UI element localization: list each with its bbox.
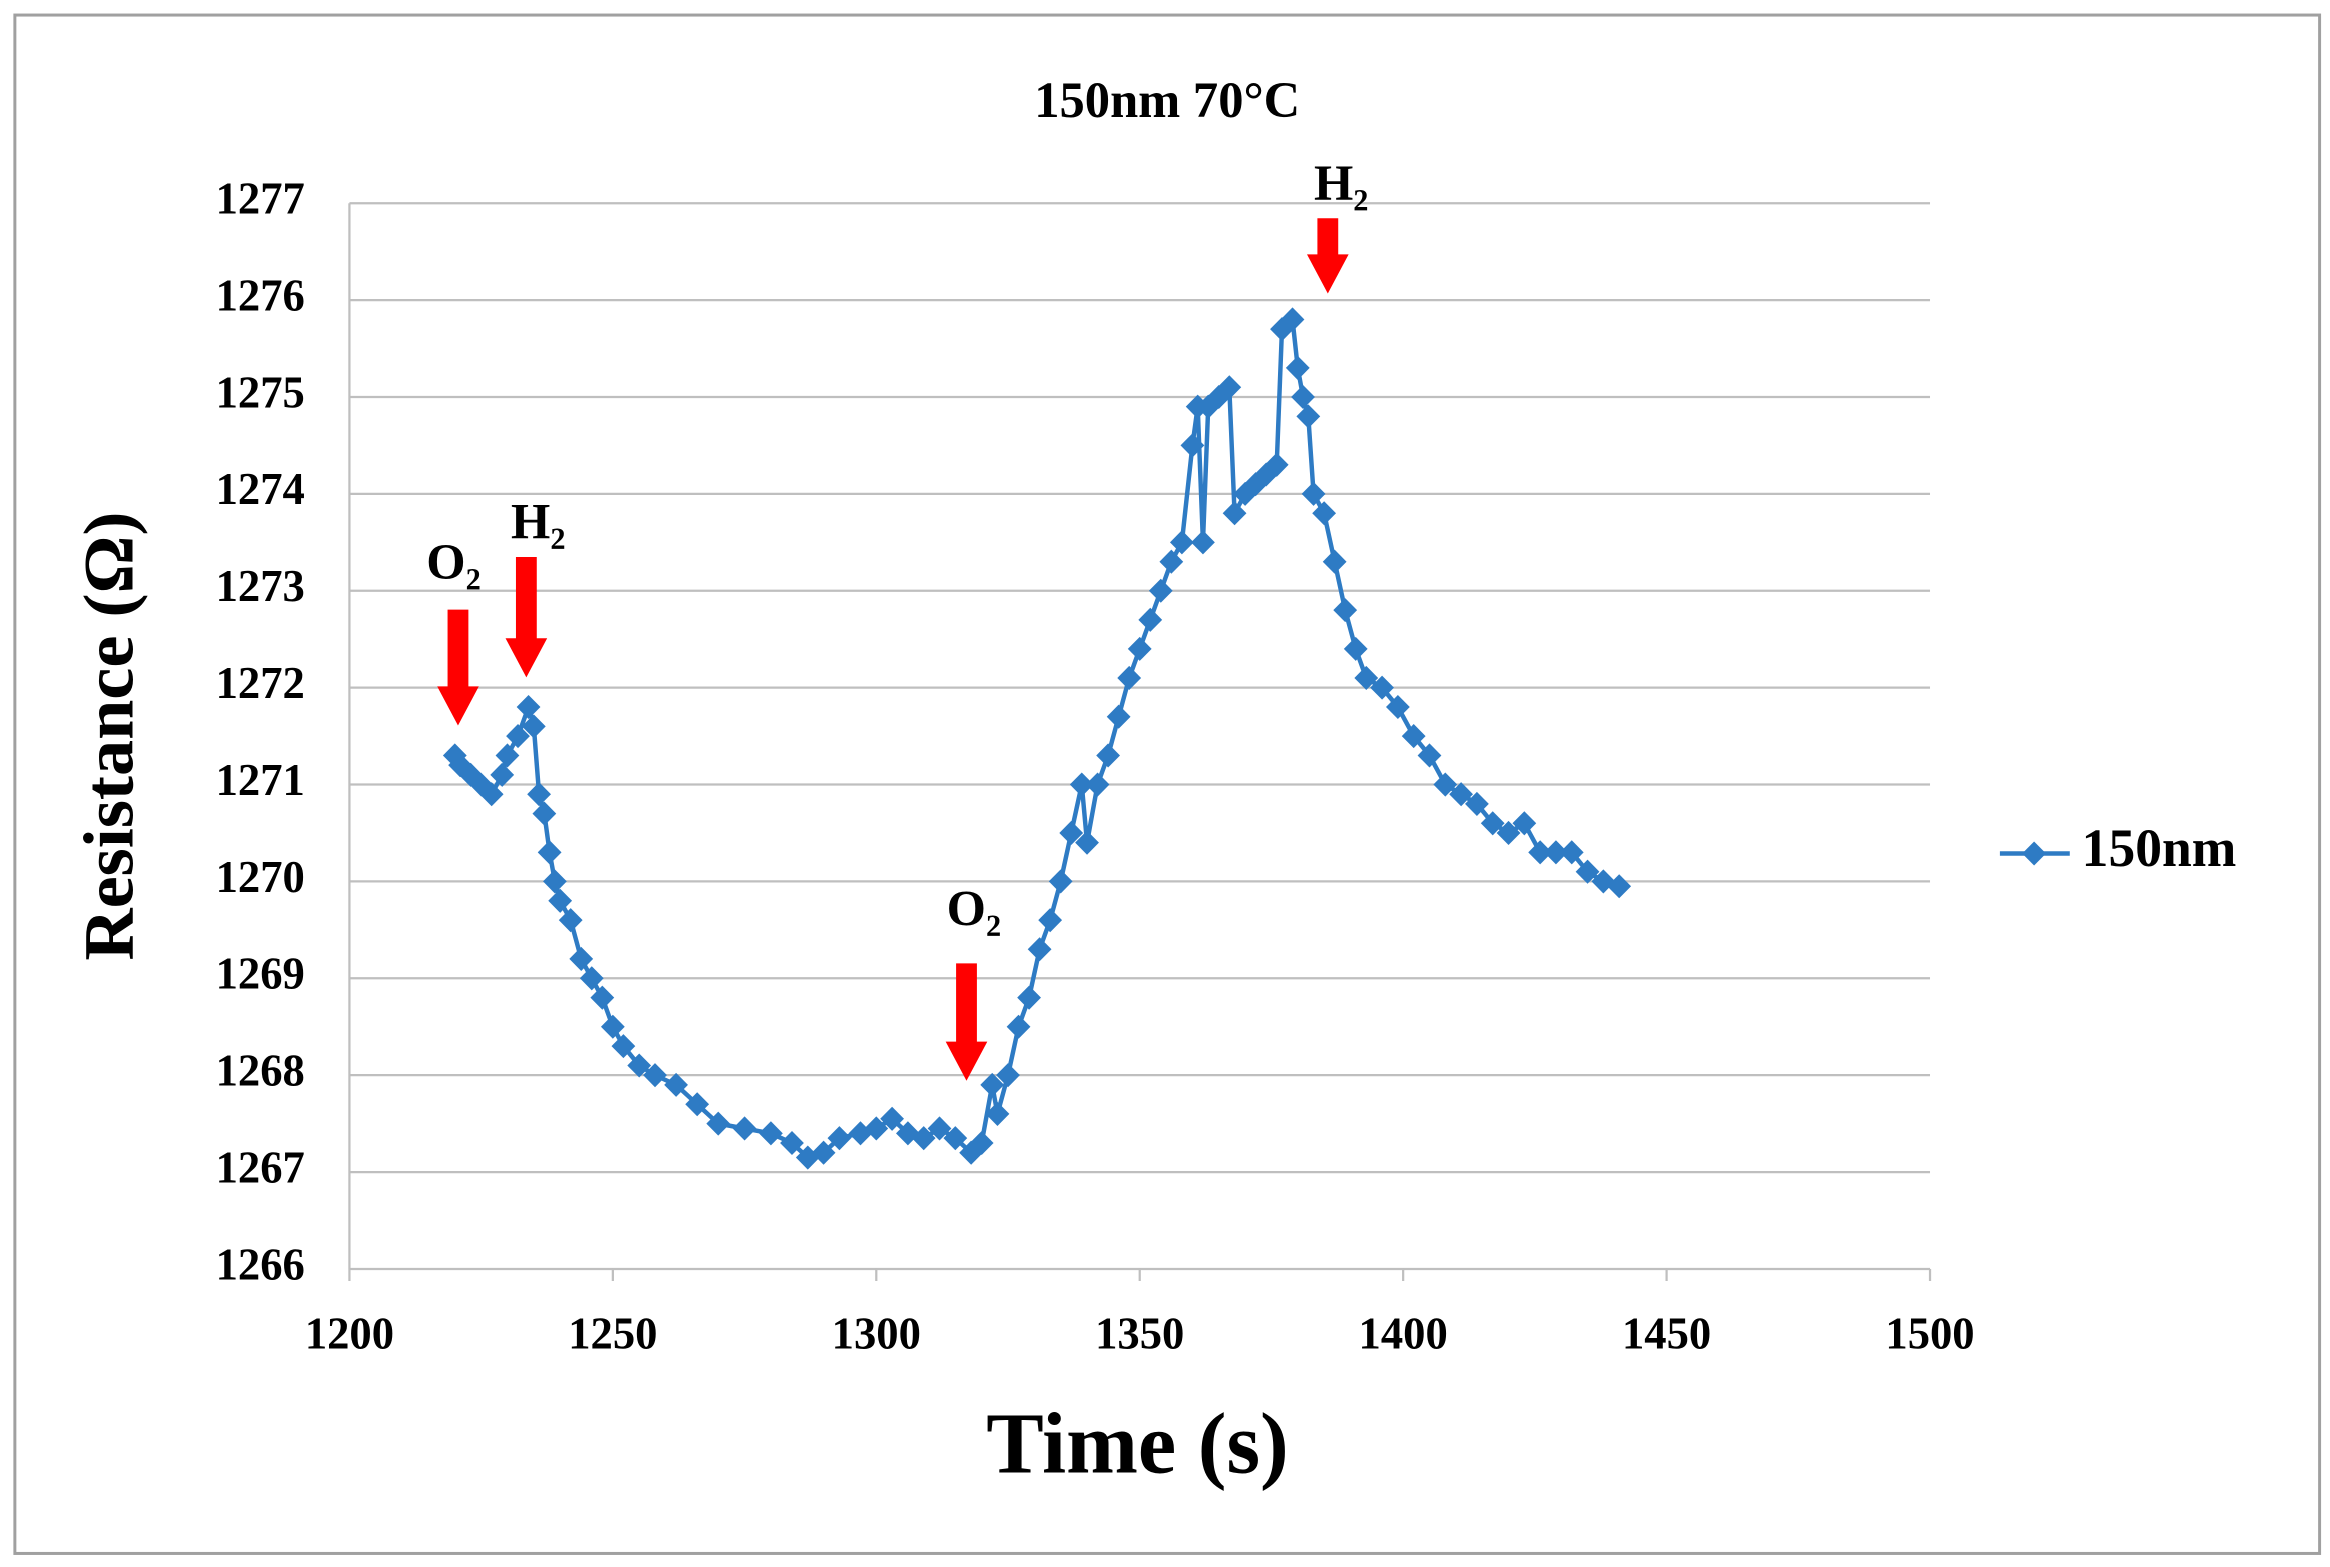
data-point: [1465, 791, 1489, 816]
x-tick-label: 1200: [305, 1308, 394, 1358]
data-point: [1607, 874, 1632, 899]
data-point: [590, 985, 615, 1010]
y-tick-label: 1273: [216, 561, 305, 611]
y-tick-label: 1277: [216, 173, 305, 223]
x-tick-label: 1350: [1095, 1308, 1184, 1358]
data-point: [880, 1106, 904, 1131]
data-point: [664, 1072, 688, 1097]
data-point: [532, 801, 557, 826]
annotation-arrow: [945, 963, 988, 1081]
data-point: [759, 1121, 783, 1146]
annotation-arrow: [1307, 218, 1349, 294]
x-tick-label: 1400: [1359, 1308, 1448, 1358]
data-point: [600, 1014, 625, 1039]
data-point: [1048, 869, 1073, 894]
data-point: [495, 743, 520, 768]
data-point: [996, 1063, 1020, 1088]
annotation-arrow: [437, 609, 479, 726]
data-point: [1496, 820, 1521, 846]
y-tick-label: 1266: [216, 1239, 305, 1289]
data-point: [1417, 743, 1442, 768]
y-tick-label: 1274: [216, 464, 305, 514]
y-tick-label: 1269: [216, 948, 305, 998]
annotation-arrow: [505, 556, 548, 678]
data-point: [579, 966, 604, 991]
data-point: [980, 1072, 1005, 1097]
y-tick-label: 1272: [216, 658, 305, 708]
data-point: [706, 1111, 731, 1136]
x-tick-label: 1250: [568, 1308, 657, 1358]
data-point: [558, 908, 583, 933]
data-point: [1069, 772, 1094, 797]
y-axis-label: Resistance (Ω): [69, 512, 149, 961]
data-point: [611, 1034, 636, 1059]
data-point: [442, 743, 467, 768]
data-point: [1159, 549, 1184, 574]
y-tick-label: 1270: [216, 852, 305, 902]
y-tick-label: 1267: [216, 1142, 305, 1192]
legend-label: 150nm: [2082, 818, 2237, 878]
data-point: [1544, 840, 1568, 865]
data-point: [516, 694, 541, 720]
data-point: [1117, 665, 1142, 690]
x-axis-label: Time (s): [986, 1395, 1289, 1492]
x-tick-label: 1500: [1885, 1308, 1974, 1358]
y-tick-label: 1271: [216, 755, 305, 805]
y-tick-label: 1275: [216, 367, 305, 417]
data-point: [537, 840, 562, 865]
chart-title: 150nm 70°C: [1034, 73, 1300, 129]
annotation: O₂: [426, 535, 480, 591]
data-point: [827, 1126, 852, 1151]
data-point: [1296, 404, 1321, 429]
data-point: [479, 782, 504, 807]
y-tick-label: 1268: [216, 1045, 305, 1095]
data-point: [943, 1126, 968, 1151]
data-point: [1096, 743, 1121, 768]
data-point: [1038, 908, 1063, 933]
data-point: [1222, 501, 1247, 526]
x-tick-label: 1450: [1622, 1308, 1711, 1358]
data-point: [911, 1126, 936, 1151]
data-point: [543, 869, 567, 894]
data-point: [1575, 859, 1600, 884]
legend-marker: [2022, 841, 2046, 866]
data-point: [569, 946, 594, 971]
annotation: O₂: [947, 881, 1001, 937]
data-point: [643, 1063, 667, 1088]
data-point: [1191, 530, 1215, 555]
y-tick-label: 1276: [216, 270, 305, 320]
annotation: H₂: [511, 494, 565, 550]
data-point: [1180, 433, 1205, 458]
x-tick-label: 1300: [832, 1308, 921, 1358]
annotation: H₂: [1314, 156, 1368, 212]
data-point: [1559, 840, 1584, 865]
data-point: [1433, 772, 1458, 797]
